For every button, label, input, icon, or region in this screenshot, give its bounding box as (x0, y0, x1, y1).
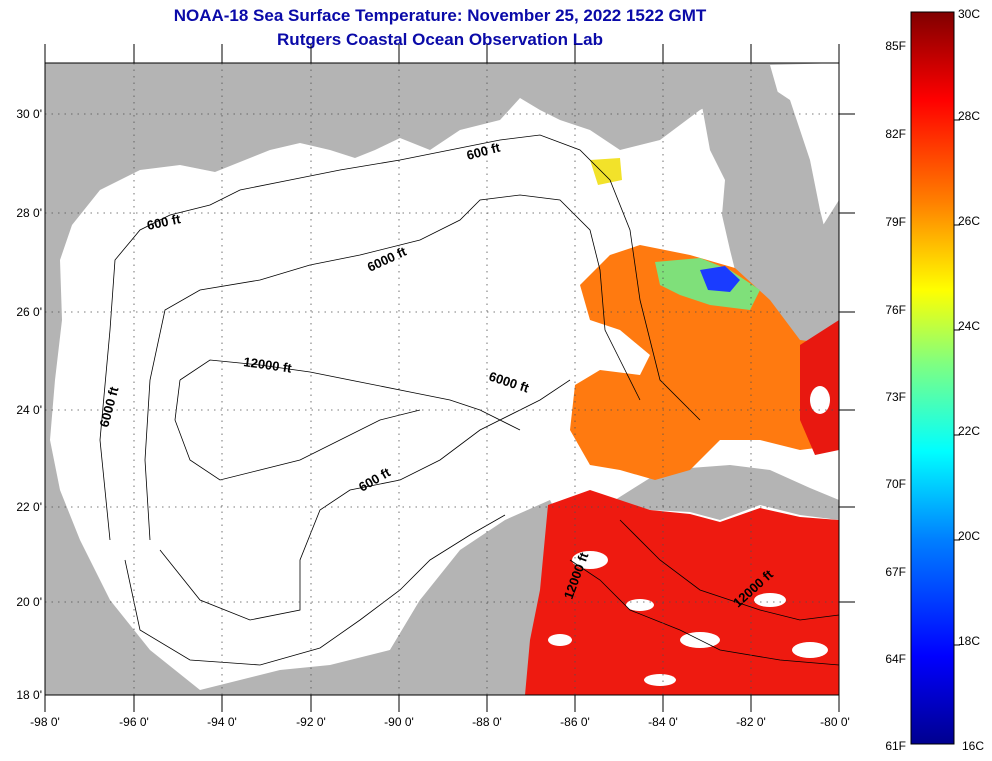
lat-label: 24 0' (16, 403, 42, 417)
colorbar-f-label: 79F (885, 215, 906, 229)
sst-cold-pocket (700, 266, 740, 292)
colorbar-f-label: 64F (885, 652, 906, 666)
yucatan-land (330, 505, 552, 695)
bathymetry-contours (99, 134, 839, 666)
sst-loop-current (570, 245, 839, 480)
lon-label: -82 0' (736, 715, 766, 729)
colorbar-c-label: 30C (958, 7, 980, 21)
colorbar-c-label: 24C (958, 319, 980, 333)
colorbar-f-label: 67F (885, 565, 906, 579)
cloud-gaps (548, 386, 830, 686)
lon-label: -94 0' (207, 715, 237, 729)
colorbar-ticks (954, 119, 960, 646)
map-title: NOAA-18 Sea Surface Temperature: Novembe… (173, 6, 707, 25)
colorbar-f-label: 85F (885, 39, 906, 53)
contour-label: 12000 ft (243, 354, 294, 376)
colorbar (910, 11, 955, 745)
colorbar-f-label: 70F (885, 477, 906, 491)
map-subtitle: Rutgers Coastal Ocean Observation Lab (277, 30, 603, 49)
colorbar-c-label: 28C (958, 109, 980, 123)
florida-land (700, 80, 839, 355)
colorbar-f-label: 76F (885, 303, 906, 317)
map-frame (44, 62, 840, 696)
lon-label: -86 0' (560, 715, 590, 729)
colorbar-c-label: 16C (962, 739, 984, 753)
lat-label: 30 0' (16, 107, 42, 121)
lat-label: 26 0' (16, 305, 42, 319)
lon-label: -92 0' (296, 715, 326, 729)
sst-yellow-patch (590, 158, 622, 185)
colorbar-f-label: 82F (885, 127, 906, 141)
contour-label: 600 ft (146, 211, 183, 233)
lon-label: -88 0' (472, 715, 502, 729)
graticule (45, 63, 839, 695)
lon-label: -96 0' (119, 715, 149, 729)
colorbar-c-label: 18C (958, 634, 980, 648)
map-body: 600 ft 6000 ft 600 ft 6000 ft 12000 ft 6… (45, 63, 839, 695)
cuba-land (615, 465, 839, 520)
colorbar-c-label: 22C (958, 424, 980, 438)
lon-label: -84 0' (648, 715, 678, 729)
lon-label: -90 0' (384, 715, 414, 729)
lon-label: -98 0' (30, 715, 60, 729)
lon-label: -80 0' (820, 715, 850, 729)
lat-label: 20 0' (16, 595, 42, 609)
lat-label: 22 0' (16, 500, 42, 514)
colorbar-c-label: 20C (958, 529, 980, 543)
sst-caribbean-warm (525, 490, 839, 695)
colorbar-c-label: 26C (958, 214, 980, 228)
colorbar-f-label: 61F (885, 739, 906, 753)
colorbar-f-label: 73F (885, 390, 906, 404)
lat-label: 28 0' (16, 206, 42, 220)
lat-label: 18 0' (16, 688, 42, 702)
axis-ticks (44, 44, 855, 712)
